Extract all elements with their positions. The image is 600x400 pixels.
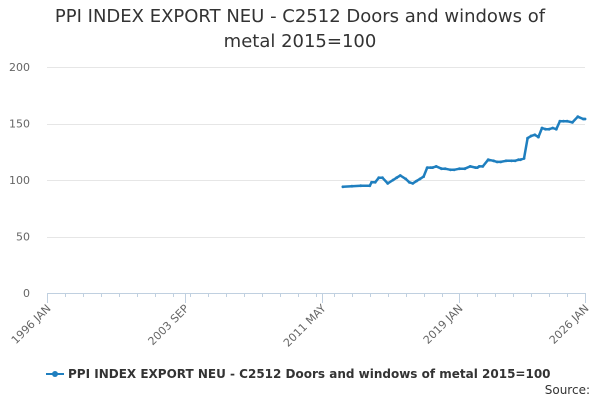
- data-point[interactable]: [398, 174, 402, 177]
- chart-title: PPI INDEX EXPORT NEU - C2512 Doors and w…: [0, 4, 600, 54]
- data-point[interactable]: [533, 133, 537, 137]
- y-tick-label: 50: [16, 231, 30, 244]
- data-point[interactable]: [547, 127, 551, 131]
- data-point[interactable]: [425, 166, 429, 170]
- data-point[interactable]: [373, 180, 377, 184]
- legend-line-marker-icon: [46, 368, 64, 380]
- legend[interactable]: PPI INDEX EXPORT NEU - C2512 Doors and w…: [46, 366, 551, 382]
- data-point[interactable]: [370, 180, 373, 184]
- data-point[interactable]: [576, 115, 580, 119]
- data-point[interactable]: [499, 160, 503, 164]
- y-tick-label: 100: [9, 174, 30, 187]
- data-point[interactable]: [558, 119, 562, 123]
- data-point[interactable]: [431, 166, 434, 170]
- legend-label: PPI INDEX EXPORT NEU - C2512 Doors and w…: [68, 367, 551, 381]
- x-tick-label: 2011 MAY: [281, 302, 329, 350]
- data-point[interactable]: [495, 160, 499, 164]
- data-point[interactable]: [440, 167, 443, 171]
- data-point[interactable]: [434, 165, 438, 168]
- data-point[interactable]: [522, 157, 526, 160]
- data-point[interactable]: [571, 121, 574, 124]
- data-point[interactable]: [544, 127, 547, 131]
- data-point[interactable]: [486, 158, 490, 162]
- data-point[interactable]: [562, 119, 565, 123]
- x-tick-label: 2003 SEP: [146, 302, 192, 348]
- chart-title-line-1: PPI INDEX EXPORT NEU - C2512 Doors and w…: [54, 6, 546, 27]
- gridlines: [47, 67, 585, 238]
- data-point[interactable]: [477, 165, 481, 168]
- data-point[interactable]: [529, 134, 533, 138]
- data-point[interactable]: [458, 167, 461, 171]
- data-point[interactable]: [554, 127, 558, 131]
- data-point[interactable]: [504, 159, 508, 163]
- data-point[interactable]: [386, 182, 390, 185]
- data-point[interactable]: [510, 159, 513, 163]
- data-point[interactable]: [391, 178, 395, 182]
- x-axis: 1996 JAN 2003 SEP 2011 MAY 2019 JAN 2026 JAN: [9, 293, 592, 350]
- data-point[interactable]: [422, 175, 425, 179]
- data-point[interactable]: [463, 167, 467, 171]
- data-point[interactable]: [404, 177, 408, 181]
- data-point[interactable]: [443, 167, 447, 171]
- data-point[interactable]: [381, 176, 384, 180]
- data-point[interactable]: [341, 185, 345, 189]
- data-point[interactable]: [359, 184, 363, 188]
- data-point[interactable]: [537, 135, 540, 139]
- data-point[interactable]: [526, 136, 529, 140]
- data-point[interactable]: [411, 182, 415, 185]
- y-tick-label: 150: [9, 118, 30, 131]
- x-tick-label: 2019 JAN: [421, 302, 466, 347]
- data-point[interactable]: [395, 176, 399, 180]
- source-credit: Source:: [544, 383, 590, 397]
- y-tick-label: 0: [23, 287, 30, 300]
- data-point[interactable]: [519, 158, 522, 162]
- data-point[interactable]: [407, 180, 411, 184]
- data-point[interactable]: [377, 176, 381, 180]
- data-point[interactable]: [513, 159, 517, 163]
- data-point[interactable]: [468, 165, 472, 168]
- data-point[interactable]: [418, 177, 422, 181]
- data-point[interactable]: [583, 117, 587, 121]
- data-point[interactable]: [481, 165, 485, 168]
- y-axis: 0 50 100 150 200: [9, 61, 30, 300]
- data-point[interactable]: [492, 159, 495, 163]
- data-point[interactable]: [415, 179, 418, 183]
- y-tick-label: 200: [9, 61, 30, 74]
- data-point[interactable]: [449, 168, 452, 172]
- data-point[interactable]: [452, 168, 456, 172]
- series-layer: [341, 115, 587, 189]
- data-point[interactable]: [350, 184, 354, 188]
- data-point[interactable]: [551, 126, 555, 130]
- series-line-0[interactable]: [341, 115, 587, 189]
- chart-title-line-2: metal 2015=100: [223, 31, 377, 52]
- data-point[interactable]: [540, 126, 544, 130]
- data-point[interactable]: [565, 119, 569, 123]
- x-tick-label: 1996 JAN: [9, 302, 54, 347]
- data-point[interactable]: [368, 184, 372, 188]
- x-tick-label: 2026 JAN: [547, 302, 592, 347]
